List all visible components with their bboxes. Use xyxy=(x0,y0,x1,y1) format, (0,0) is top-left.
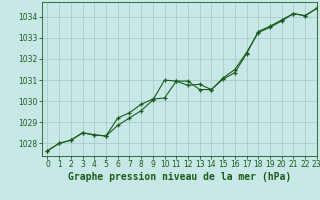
X-axis label: Graphe pression niveau de la mer (hPa): Graphe pression niveau de la mer (hPa) xyxy=(68,172,291,182)
